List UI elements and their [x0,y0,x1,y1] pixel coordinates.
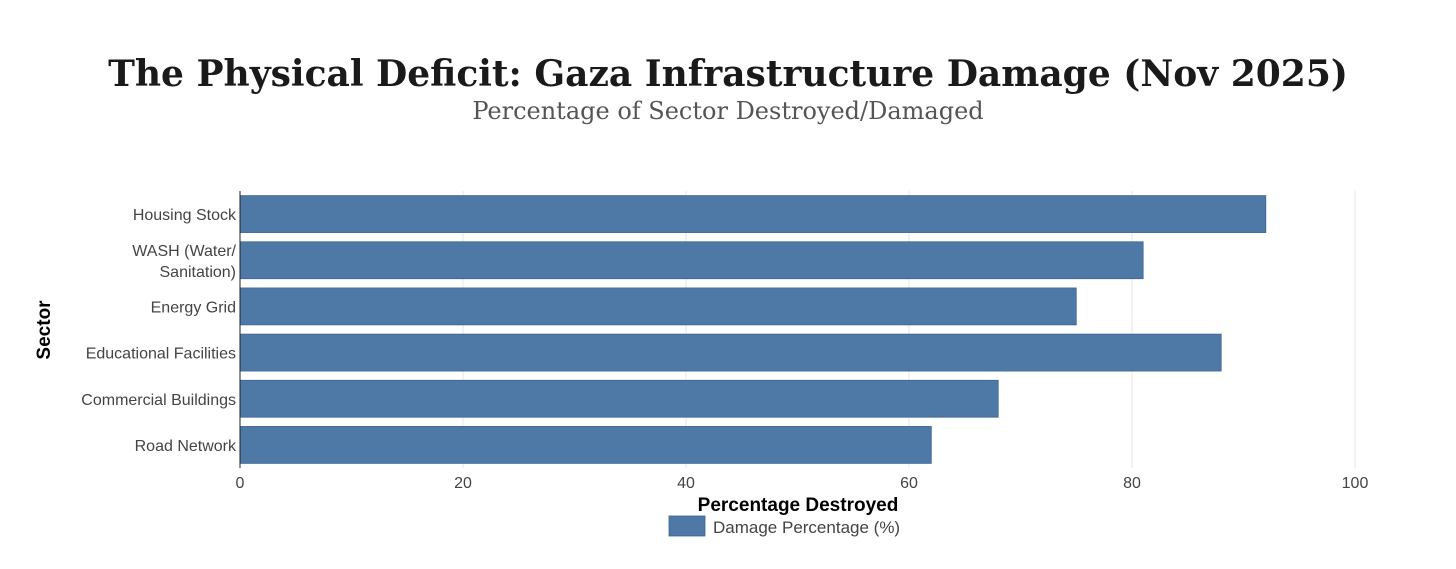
bars [239,195,1267,464]
x-tick-label: 20 [454,475,472,492]
y-tick-label: WASH (Water/Sanitation) [132,243,236,281]
gridlines [462,191,1356,468]
x-tick-label: 100 [1342,475,1369,492]
y-tick-label: Housing Stock [133,207,237,224]
y-axis-title: Sector [34,300,55,360]
legend-swatch [668,515,706,537]
chart-subtitle: Percentage of Sector Destroyed/Damaged [472,97,983,125]
x-tick-label: 40 [677,475,695,492]
bar [239,195,1267,233]
bar [239,333,1222,372]
bar [239,287,1077,326]
y-tick-label: Road Network [135,438,237,455]
x-tick-label: 60 [900,475,918,492]
x-tick-label: 0 [236,475,245,492]
x-tick-label: 80 [1123,475,1141,492]
legend: Damage Percentage (%) [668,515,900,537]
chart-title: The Physical Deficit: Gaza Infrastructur… [108,53,1348,95]
y-tick-label: Commercial Buildings [81,392,236,409]
bar [239,241,1144,280]
bar [239,426,932,464]
y-tick-label: Energy Grid [151,299,236,316]
axes: 0 20 40 60 80 100 Housing Stock WASH (Water/San… [81,191,1368,492]
x-axis-title: Percentage Destroyed [698,495,899,516]
bar [239,379,999,418]
legend-label: Damage Percentage (%) [713,518,900,537]
y-tick-label: Educational Facilities [86,346,236,363]
